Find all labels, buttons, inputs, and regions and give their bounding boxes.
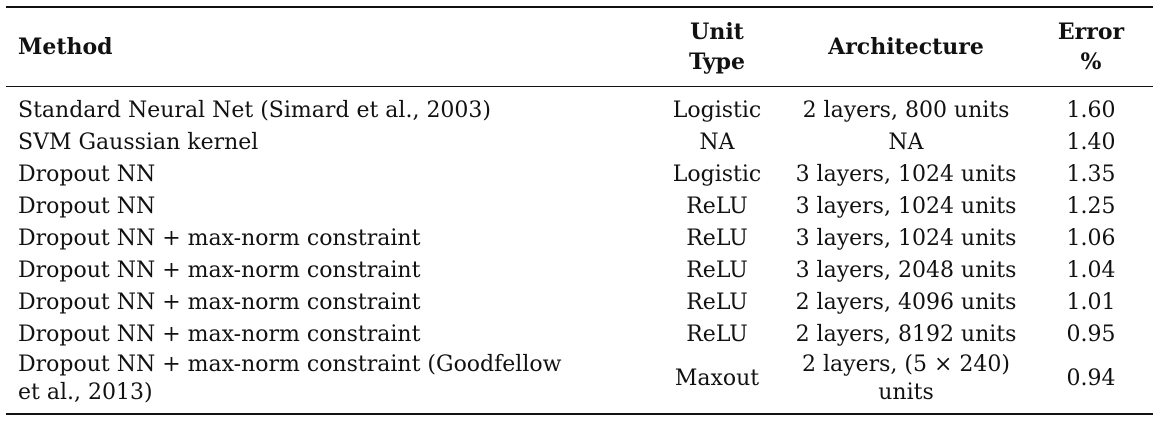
table-row: Dropout NN + max-norm constraint ReLU 2 … xyxy=(6,287,1153,319)
header-error: Error % xyxy=(1029,8,1153,86)
cell-arch-line1: 2 layers, (5 × 240) xyxy=(802,352,1010,377)
cell-unit: ReLU xyxy=(686,290,748,315)
header-architecture: Architecture xyxy=(828,34,984,60)
cell-arch: NA xyxy=(888,130,924,155)
header-unit-line1: Unit xyxy=(690,19,744,45)
table-grid: Method Unit Type Architecture Error % xyxy=(6,8,1153,86)
header-error-line2: % xyxy=(1080,49,1102,75)
table-row: Standard Neural Net (Simard et al., 2003… xyxy=(6,87,1153,127)
cell-arch: 2 layers, 800 units xyxy=(802,98,1010,123)
cell-error: 1.25 xyxy=(1066,194,1116,219)
cell-method: Dropout NN + max-norm constraint xyxy=(18,226,421,251)
cell-unit: NA xyxy=(699,130,735,155)
cell-method-line1: Dropout NN + max-norm constraint (Goodfe… xyxy=(18,352,562,377)
table-row: SVM Gaussian kernel NA NA 1.40 xyxy=(6,127,1153,159)
header-rule xyxy=(6,86,1153,87)
cell-arch: 3 layers, 1024 units xyxy=(795,226,1017,251)
cell-method: Dropout NN + max-norm constraint (Goodfe… xyxy=(6,351,651,413)
cell-method: Standard Neural Net (Simard et al., 2003… xyxy=(18,98,492,123)
bottom-rule xyxy=(6,413,1153,415)
cell-error: 1.35 xyxy=(1066,162,1116,187)
cell-arch: 3 layers, 2048 units xyxy=(795,258,1017,283)
cell-unit: ReLU xyxy=(686,322,748,347)
cell-method: Dropout NN + max-norm constraint xyxy=(18,322,421,347)
cell-method: SVM Gaussian kernel xyxy=(18,130,259,155)
table-header: Method Unit Type Architecture Error % xyxy=(6,8,1153,86)
cell-unit: Maxout xyxy=(674,366,760,391)
cell-arch-line2: units xyxy=(878,380,934,405)
cell-arch: 2 layers, 8192 units xyxy=(795,322,1017,347)
cell-method-line2: et al., 2013) xyxy=(18,380,153,405)
cell-method: Dropout NN + max-norm constraint xyxy=(18,258,421,283)
header-error-line1: Error xyxy=(1057,19,1125,45)
cell-error: 0.94 xyxy=(1066,366,1116,391)
header-method: Method xyxy=(18,34,113,60)
table-row: Dropout NN + max-norm constraint ReLU 3 … xyxy=(6,223,1153,255)
table-row: Dropout NN ReLU 3 layers, 1024 units 1.2… xyxy=(6,191,1153,223)
cell-error: 1.60 xyxy=(1066,98,1116,123)
cell-error: 1.04 xyxy=(1066,258,1116,283)
cell-arch: 2 layers, (5 × 240) units xyxy=(783,351,1029,413)
cell-unit: Logistic xyxy=(672,98,762,123)
cell-arch: 3 layers, 1024 units xyxy=(795,194,1017,219)
cell-error: 1.40 xyxy=(1066,130,1116,155)
cell-error: 1.01 xyxy=(1066,290,1116,315)
cell-arch: 3 layers, 1024 units xyxy=(795,162,1017,187)
cell-unit: ReLU xyxy=(686,226,748,251)
cell-unit: Logistic xyxy=(672,162,762,187)
results-table: Method Unit Type Architecture Error % St… xyxy=(6,6,1153,415)
cell-error: 1.06 xyxy=(1066,226,1116,251)
table-row: Dropout NN Logistic 3 layers, 1024 units… xyxy=(6,159,1153,191)
table-row: Dropout NN + max-norm constraint ReLU 3 … xyxy=(6,255,1153,287)
table-body: Standard Neural Net (Simard et al., 2003… xyxy=(6,87,1153,413)
cell-error: 0.95 xyxy=(1066,322,1116,347)
header-unit-type: Unit Type xyxy=(651,8,783,86)
top-rule xyxy=(6,6,1153,8)
cell-arch: 2 layers, 4096 units xyxy=(795,290,1017,315)
header-unit-line2: Type xyxy=(688,49,746,75)
table-row: Dropout NN + max-norm constraint ReLU 2 … xyxy=(6,319,1153,351)
cell-method: Dropout NN xyxy=(18,162,156,187)
table-row: Dropout NN + max-norm constraint (Goodfe… xyxy=(6,351,1153,413)
cell-method: Dropout NN + max-norm constraint xyxy=(18,290,421,315)
cell-unit: ReLU xyxy=(686,258,748,283)
cell-unit: ReLU xyxy=(686,194,748,219)
cell-method: Dropout NN xyxy=(18,194,156,219)
